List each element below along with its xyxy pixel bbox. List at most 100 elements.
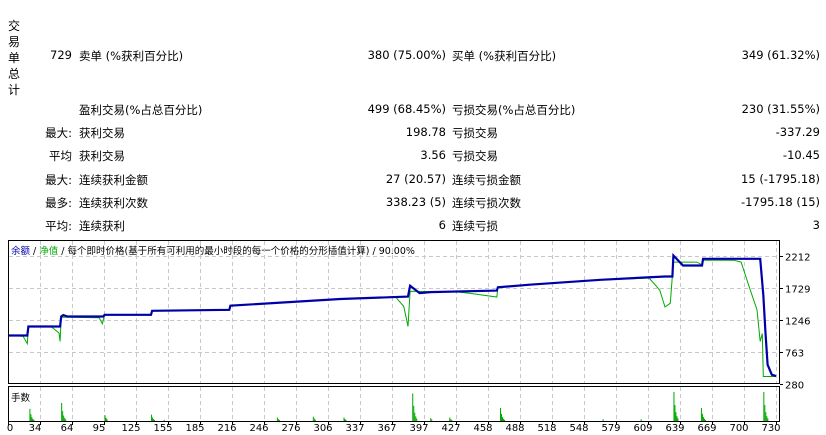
volume-bar bbox=[677, 418, 679, 421]
left-value: 338.23 (5) bbox=[385, 195, 446, 209]
volume-bar bbox=[343, 417, 345, 421]
x-tick-label: 155 bbox=[153, 423, 172, 434]
volume-bar bbox=[431, 419, 433, 421]
row-prefix: 最大: bbox=[45, 173, 72, 187]
x-tick-label: 700 bbox=[729, 423, 748, 434]
volume-bar bbox=[163, 419, 165, 421]
volume-bar bbox=[61, 403, 63, 421]
legend-sep: / bbox=[369, 246, 379, 257]
x-tick-label: 0 bbox=[7, 423, 13, 434]
volume-bar bbox=[313, 418, 315, 421]
left-label: 连续获利 bbox=[79, 219, 125, 233]
legend-balance: 余额 bbox=[11, 246, 31, 257]
x-tick-label: 518 bbox=[537, 423, 556, 434]
x-tick-label: 609 bbox=[633, 423, 652, 434]
x-tick-label: 95 bbox=[93, 423, 106, 434]
y-tick-label: 280 bbox=[785, 381, 804, 392]
x-tick-label: 216 bbox=[217, 423, 236, 434]
volume-bar bbox=[602, 419, 604, 421]
volume-bar bbox=[151, 414, 153, 421]
y-tick-label: 763 bbox=[785, 349, 804, 360]
x-tick-label: 397 bbox=[409, 423, 428, 434]
right-label: 连续亏损 bbox=[452, 219, 498, 233]
right-value: 230 (31.55%) bbox=[741, 102, 820, 116]
row-prefix: 最多: bbox=[45, 196, 72, 210]
right-label: 亏损交易 bbox=[452, 126, 498, 140]
right-label: 买单 (%获利百分比) bbox=[452, 49, 557, 63]
volume-bar bbox=[700, 407, 702, 421]
volume-bar bbox=[276, 417, 278, 421]
volume-bar bbox=[674, 405, 676, 421]
chart-legend: 余额 / 净值 / 每个即时价格(基于所有可利用的最小时段的每一个价格的分形插值… bbox=[11, 243, 415, 257]
x-tick-label: 246 bbox=[249, 423, 268, 434]
summary-row: 最大: 获利交易 198.78 亏损交易 -337.29 bbox=[0, 125, 826, 141]
x-tick-label: 337 bbox=[345, 423, 364, 434]
legend-sep: / bbox=[58, 246, 68, 257]
left-label: 盈利交易(%占总百分比) bbox=[79, 103, 203, 117]
summary-row: 最大: 连续获利金额 27 (20.57) 连续亏损金额 15 (-1795.1… bbox=[0, 172, 826, 188]
volume-bar bbox=[153, 419, 155, 421]
left-value: 27 (20.57) bbox=[385, 172, 446, 186]
equity-line bbox=[8, 259, 776, 377]
volume-bar bbox=[500, 407, 502, 421]
volume-bar bbox=[414, 412, 416, 421]
volume-bar bbox=[152, 417, 154, 421]
volume-bar bbox=[412, 393, 414, 421]
volume-bar bbox=[32, 418, 34, 421]
x-tick-label: 427 bbox=[441, 423, 460, 434]
volume-bar bbox=[63, 415, 65, 421]
summary-row: 平均: 连续获利 6 连续亏损 3 bbox=[0, 218, 826, 234]
left-label: 卖单 (%获利百分比) bbox=[79, 49, 184, 63]
right-value: -1795.18 (15) bbox=[741, 195, 820, 209]
x-tick-label: 276 bbox=[281, 423, 300, 434]
volume-bar bbox=[451, 419, 453, 421]
x-tick-label: 730 bbox=[761, 423, 780, 434]
volume-bar bbox=[65, 419, 67, 421]
right-label: 连续亏损金额 bbox=[452, 173, 521, 187]
volume-bar bbox=[416, 418, 418, 421]
volume-bar bbox=[501, 413, 503, 421]
x-tick-label: 488 bbox=[505, 423, 524, 434]
volume-bar bbox=[640, 419, 642, 421]
volume-bar bbox=[763, 392, 765, 421]
volume-bar bbox=[673, 392, 675, 421]
volume-bar bbox=[278, 419, 280, 421]
volume-bar bbox=[344, 419, 346, 421]
volume-bar bbox=[503, 418, 505, 421]
volume-bar bbox=[676, 416, 678, 421]
y-tick-label: 1246 bbox=[785, 317, 810, 328]
volume-bar bbox=[312, 416, 314, 421]
right-label: 亏损交易(%占总百分比) bbox=[452, 103, 576, 117]
left-value: 499 (68.45%) bbox=[367, 102, 446, 116]
volume-bar bbox=[64, 418, 66, 421]
x-tick-label: 548 bbox=[569, 423, 588, 434]
volume-bar bbox=[765, 412, 767, 421]
volume-bar bbox=[504, 419, 506, 421]
x-tick-label: 185 bbox=[185, 423, 204, 434]
left-label: 连续获利金额 bbox=[79, 173, 148, 187]
volume-bar bbox=[764, 405, 766, 421]
volume-bar bbox=[154, 419, 156, 421]
volume-bar bbox=[62, 411, 64, 421]
volume-bar bbox=[767, 418, 769, 421]
volume-bar bbox=[30, 414, 32, 421]
volume-label: 手数 bbox=[11, 393, 31, 404]
summary-vertical-label: 交易单总计 bbox=[8, 19, 21, 97]
summary-row: 平均 获利交易 3.56 亏损交易 -10.45 bbox=[0, 148, 826, 164]
x-tick-label: 458 bbox=[473, 423, 492, 434]
summary-row: 729 卖单 (%获利百分比) 380 (75.00%) 买单 (%获利百分比)… bbox=[0, 48, 826, 64]
x-tick-label: 639 bbox=[665, 423, 684, 434]
right-value: 15 (-1795.18) bbox=[741, 172, 820, 186]
balance-line bbox=[8, 252, 777, 378]
right-label: 连续亏损次数 bbox=[452, 196, 521, 210]
row-prefix: 平均: bbox=[45, 219, 72, 233]
left-value: 380 (75.00%) bbox=[367, 48, 446, 62]
x-tick-label: 64 bbox=[61, 423, 74, 434]
left-value: 198.78 bbox=[405, 125, 446, 139]
volume-bar bbox=[277, 419, 279, 421]
volume-bar bbox=[413, 405, 415, 421]
volume-bar bbox=[314, 419, 316, 421]
volume-bar bbox=[449, 417, 451, 421]
legend-model: 每个即时价格(基于所有可利用的最小时段的每一个价格的分形插值计算) bbox=[67, 246, 370, 257]
left-value: 6 bbox=[438, 218, 446, 232]
